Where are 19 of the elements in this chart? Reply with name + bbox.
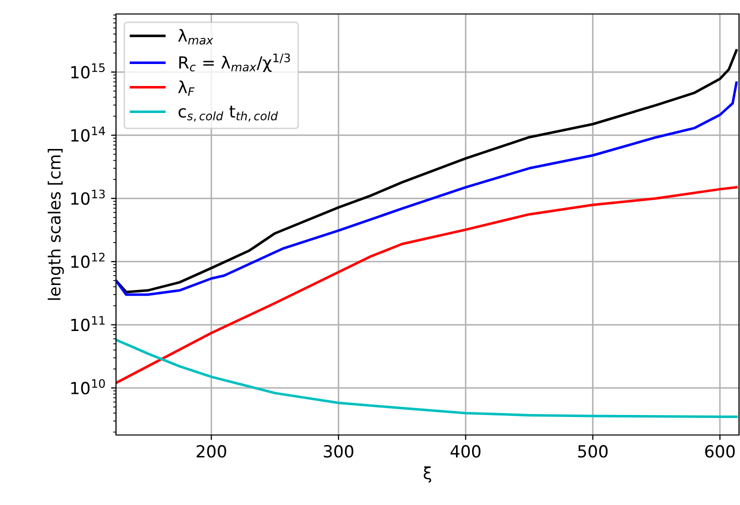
legend-label: R$_{c}$ = λ$_{max}$/χ$^{1/3}$ <box>179 53 290 72</box>
legend-label: λ$_{max}$ <box>178 28 214 45</box>
x-tick-label: 400 <box>450 445 480 458</box>
line-series <box>116 338 738 418</box>
x-tick-label: 500 <box>578 445 608 458</box>
y-tick-label: 10$^{11}$ <box>71 316 105 332</box>
x-tick-label: 600 <box>705 445 735 458</box>
y-tick-label: 10$^{13}$ <box>71 190 105 205</box>
x-axis-title: ξ <box>424 466 432 483</box>
legend-label: c$_{s,cold}$ t$_{th,cold}$ <box>178 106 278 122</box>
x-tick-label: 200 <box>196 445 226 458</box>
legend-label: λ$_{F}$ <box>178 80 195 96</box>
y-tick-label: 10$^{10}$ <box>71 379 105 394</box>
y-axis-title: length scales [cm] <box>48 149 64 300</box>
x-tick-label: 300 <box>324 445 354 458</box>
y-tick-label: 10$^{15}$ <box>71 63 105 79</box>
y-tick-label: 10$^{12}$ <box>71 252 104 268</box>
y-tick-label: 10$^{14}$ <box>71 126 106 142</box>
line-series <box>116 186 738 384</box>
